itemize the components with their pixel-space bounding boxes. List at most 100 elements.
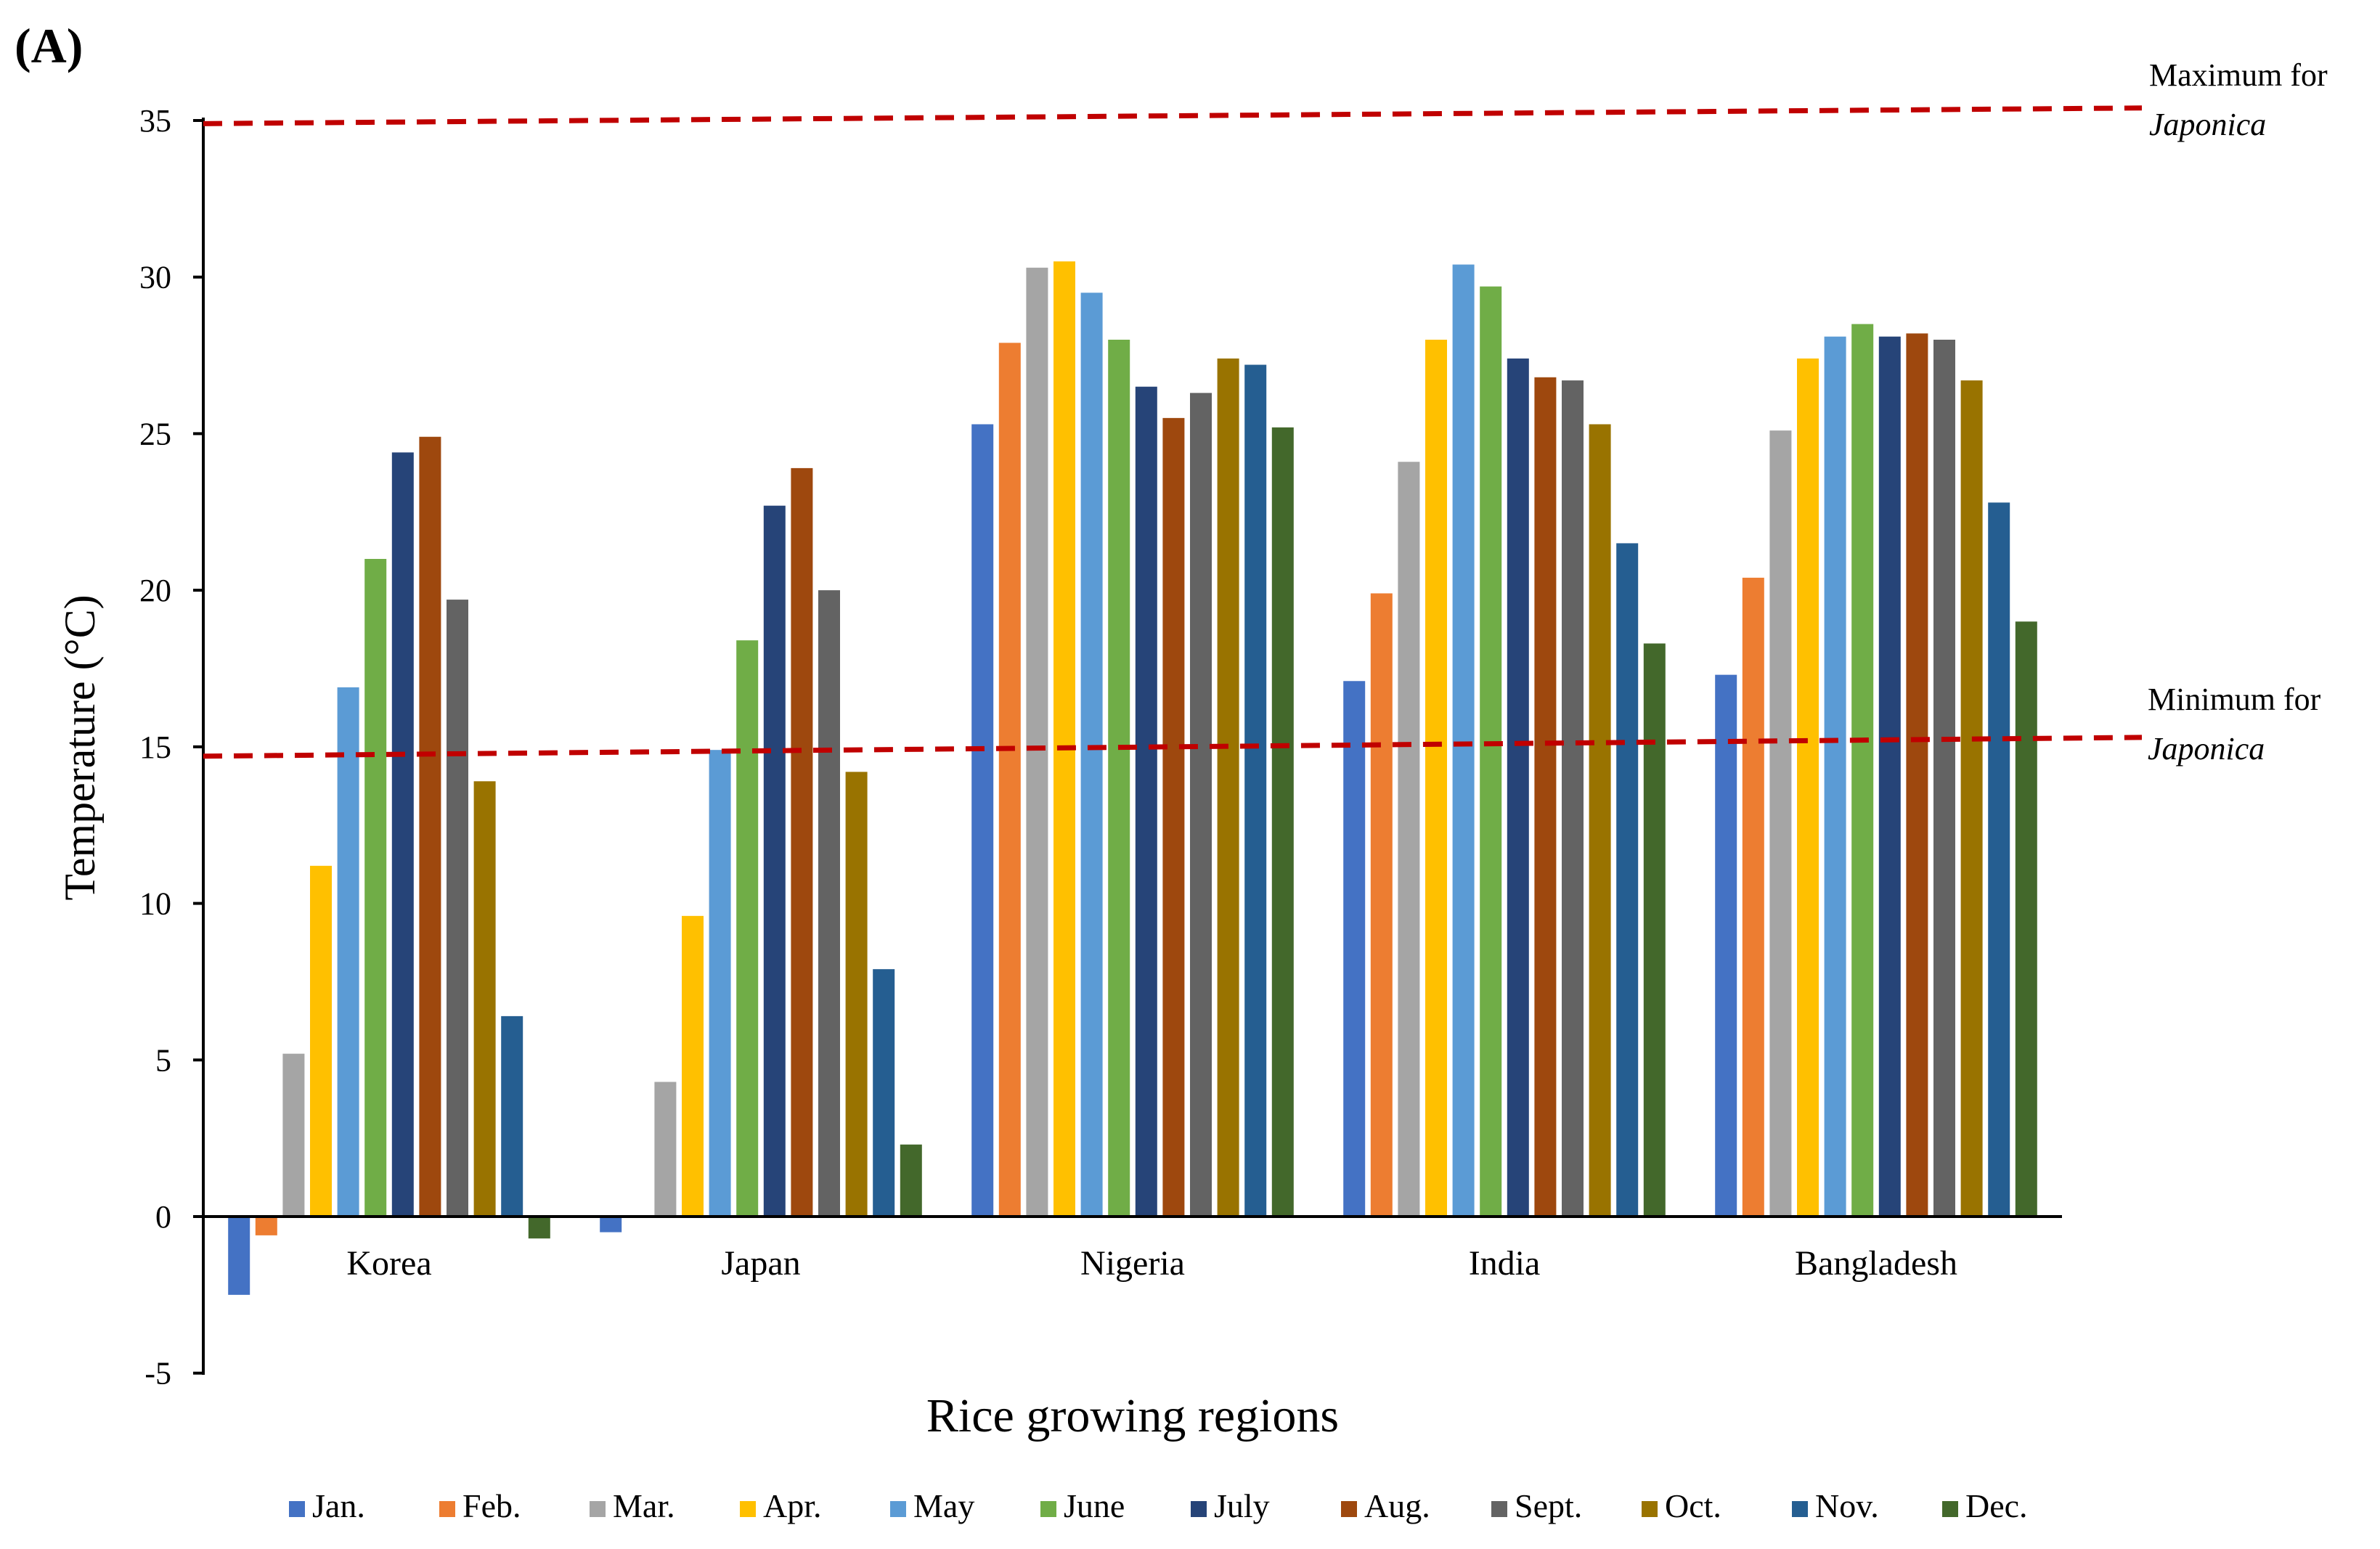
legend-swatch — [1341, 1501, 1357, 1517]
x-category-label: Japan — [721, 1244, 800, 1283]
bar — [1480, 286, 1502, 1217]
bar — [473, 781, 496, 1217]
x-category-label: Korea — [346, 1244, 431, 1283]
legend-label: Apr. — [763, 1487, 822, 1524]
bar — [1960, 380, 1983, 1217]
x-category-label: Bangladesh — [1795, 1244, 1957, 1283]
bar — [1616, 543, 1639, 1217]
threshold-line — [203, 735, 2143, 759]
bar — [845, 772, 868, 1217]
legend-label: Dec. — [1965, 1487, 2028, 1524]
bar — [971, 424, 994, 1217]
bar — [1370, 593, 1393, 1217]
bar — [600, 1217, 622, 1233]
min-threshold-label-line1: Minimum for — [2148, 682, 2321, 717]
bar — [228, 1217, 250, 1295]
legend-label: Sept. — [1515, 1487, 1582, 1524]
bar — [2015, 621, 2037, 1217]
bar — [1026, 267, 1048, 1217]
bar — [1742, 577, 1764, 1217]
y-tick-label: 20 — [139, 573, 171, 608]
legend: Jan. Feb. Mar. Apr. May June July Aug. Sept. Oct.… — [289, 1487, 2028, 1524]
y-tick-label: 25 — [139, 416, 171, 451]
bar — [1244, 364, 1267, 1217]
legend-swatch — [1792, 1501, 1808, 1517]
y-tick-label: 30 — [139, 260, 171, 295]
bar — [1562, 380, 1584, 1217]
bar — [709, 750, 731, 1217]
legend-label: Mar. — [613, 1487, 675, 1524]
bar — [528, 1217, 550, 1239]
bar — [1851, 324, 1874, 1217]
bar — [1343, 681, 1366, 1217]
reference-lines — [203, 105, 2143, 759]
bar — [1715, 674, 1737, 1217]
x-axis-title: Rice growing regions — [926, 1389, 1339, 1442]
bar — [1824, 336, 1846, 1217]
y-tick-label: 5 — [155, 1042, 171, 1078]
x-category-labels: Korea Japan Nigeria India Bangladesh — [346, 1244, 1957, 1283]
legend-swatch — [1040, 1501, 1056, 1517]
legend-swatch — [439, 1501, 455, 1517]
bar — [364, 559, 387, 1217]
bar — [1162, 417, 1185, 1217]
legend-swatch — [1942, 1501, 1958, 1517]
bar — [391, 452, 414, 1217]
legend-swatch — [1191, 1501, 1207, 1517]
threshold-line — [203, 105, 2143, 126]
bar — [1988, 502, 2010, 1217]
y-tick-label: 35 — [139, 103, 171, 139]
bar — [791, 467, 813, 1217]
bar — [1933, 340, 1955, 1217]
panel-label: (A) — [15, 18, 83, 73]
bar — [763, 505, 786, 1217]
bar — [682, 915, 704, 1217]
bar — [1534, 377, 1557, 1217]
bar — [873, 969, 895, 1217]
bar — [337, 687, 359, 1217]
axes — [202, 118, 2062, 1375]
bar — [501, 1015, 523, 1217]
min-threshold-label-line2: Japonica — [2148, 731, 2265, 767]
legend-swatch — [740, 1501, 756, 1517]
legend-swatch — [289, 1501, 305, 1517]
bar — [1108, 340, 1130, 1217]
bar — [1452, 264, 1475, 1217]
legend-label: Aug. — [1364, 1487, 1430, 1524]
bar — [1190, 393, 1212, 1217]
legend-swatch — [890, 1501, 906, 1517]
max-threshold-label-line2: Japonica — [2149, 107, 2266, 142]
bar — [818, 590, 840, 1217]
bar — [419, 436, 441, 1217]
x-category-label: Nigeria — [1080, 1244, 1185, 1283]
bar — [1643, 643, 1666, 1217]
bar — [447, 600, 468, 1217]
y-tick-label: 10 — [139, 886, 171, 922]
bar — [1906, 333, 1928, 1217]
bar — [310, 865, 332, 1217]
y-axis-title: Temperature (°C) — [56, 594, 104, 900]
legend-swatch — [1642, 1501, 1658, 1517]
y-tick-label: 15 — [139, 729, 171, 765]
x-category-label: India — [1469, 1244, 1541, 1283]
legend-label: July — [1214, 1487, 1270, 1524]
legend-label: Nov. — [1815, 1487, 1879, 1524]
y-tick-label: 0 — [155, 1199, 171, 1235]
legend-label: June — [1064, 1487, 1125, 1524]
bar — [998, 343, 1021, 1217]
y-axis-ticks: -5 0 5 10 15 20 25 30 35 — [139, 103, 203, 1391]
bar — [282, 1053, 305, 1217]
bar — [736, 640, 759, 1217]
bar — [1425, 340, 1447, 1217]
bar — [1589, 424, 1611, 1217]
bar — [900, 1144, 922, 1217]
bar — [1080, 293, 1103, 1217]
bars-group — [228, 261, 2037, 1295]
legend-label: May — [913, 1487, 974, 1524]
bar — [1054, 261, 1075, 1217]
max-threshold-label-line1: Maximum for — [2149, 57, 2328, 93]
bar — [654, 1082, 677, 1217]
legend-label: Oct. — [1665, 1487, 1721, 1524]
bar — [1507, 358, 1529, 1217]
